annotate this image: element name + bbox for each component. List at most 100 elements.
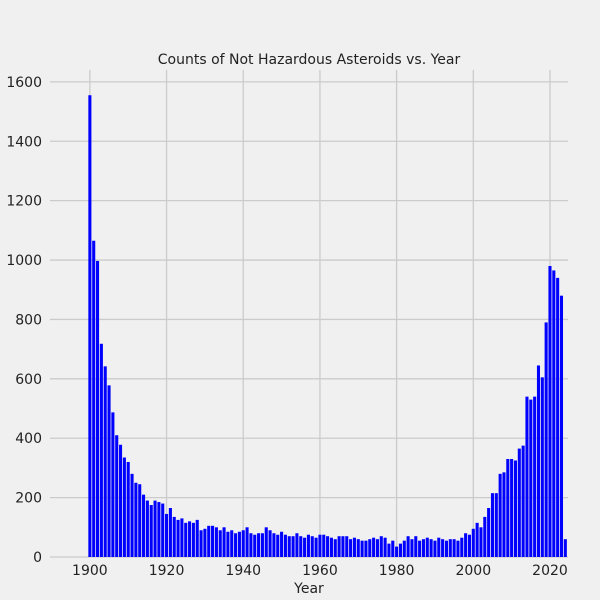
bar [184, 522, 188, 557]
bar [395, 546, 399, 557]
bar [326, 536, 330, 557]
bar [421, 539, 425, 557]
bar [444, 540, 448, 557]
bar [337, 536, 341, 557]
y-tick-label: 400 [15, 431, 42, 447]
bar [452, 539, 456, 557]
x-tick-label: 1940 [225, 563, 261, 579]
bar [295, 533, 299, 557]
bar [180, 518, 184, 557]
bar [122, 457, 126, 557]
bar [272, 533, 276, 557]
bar [218, 530, 222, 557]
bar [498, 473, 502, 557]
bar [99, 343, 103, 557]
bar [375, 539, 379, 557]
x-tick-label: 1920 [149, 563, 185, 579]
bar [88, 95, 92, 558]
bar [352, 537, 356, 557]
bar [414, 536, 418, 557]
bar [314, 537, 318, 557]
bar [276, 534, 280, 557]
bar [487, 508, 491, 557]
bar [245, 527, 249, 557]
x-tick-label: 1960 [302, 563, 338, 579]
y-tick-label: 1200 [6, 194, 42, 210]
bar [237, 531, 241, 557]
bar [260, 533, 264, 557]
bar [107, 385, 111, 557]
bar [540, 377, 544, 557]
bar [456, 540, 460, 557]
bar [433, 540, 437, 557]
bar [92, 240, 96, 557]
bar [241, 530, 245, 557]
bar [341, 536, 345, 557]
bar [191, 522, 195, 557]
bar [333, 539, 337, 557]
y-tick-label: 1000 [6, 253, 42, 269]
bar [257, 533, 261, 557]
x-tick-label: 2020 [532, 563, 568, 579]
bar [96, 260, 100, 557]
bar [149, 505, 153, 557]
bar [134, 482, 138, 557]
x-tick-label: 1900 [72, 563, 108, 579]
bar [119, 444, 123, 557]
bar [195, 519, 199, 557]
bar [318, 534, 322, 557]
x-tick-label: 1980 [379, 563, 415, 579]
bar [517, 448, 521, 557]
bar [345, 536, 349, 557]
bar [368, 539, 372, 557]
bar [115, 435, 119, 557]
bar [322, 534, 326, 557]
bar [548, 265, 552, 557]
bar [203, 528, 207, 557]
bar [268, 530, 272, 557]
bar [349, 539, 353, 557]
bar [544, 322, 548, 557]
bar [199, 530, 203, 557]
bar [510, 459, 514, 557]
bar [291, 536, 295, 557]
bar [211, 525, 215, 557]
bar [287, 536, 291, 557]
bar [471, 528, 475, 557]
bar [490, 493, 494, 557]
y-tick-label: 1400 [6, 134, 42, 150]
bar [437, 537, 441, 557]
bar [402, 540, 406, 557]
bar [207, 525, 211, 557]
bar [360, 540, 364, 557]
bar [391, 540, 395, 557]
bar [176, 519, 180, 557]
bar [283, 534, 287, 557]
bar [249, 533, 253, 557]
bar [429, 539, 433, 557]
bar [253, 534, 257, 557]
bar [264, 527, 268, 557]
bar [475, 522, 479, 557]
bar [310, 536, 314, 557]
bar [383, 537, 387, 557]
bar [230, 530, 234, 557]
bar [521, 445, 525, 557]
bar [556, 277, 560, 557]
bar [364, 540, 368, 557]
bar [479, 527, 483, 557]
bar [356, 539, 360, 557]
bar [525, 396, 529, 557]
y-tick-label: 800 [15, 312, 42, 328]
x-axis-label: Year [293, 581, 324, 597]
bar [406, 536, 410, 557]
bar [387, 543, 391, 557]
x-tick-label: 2000 [455, 563, 491, 579]
bar [130, 473, 134, 557]
bar [552, 270, 556, 557]
bar [142, 494, 146, 557]
bar [188, 521, 192, 557]
y-tick-label: 600 [15, 372, 42, 388]
bar [563, 539, 567, 557]
y-tick-label: 200 [15, 491, 42, 507]
